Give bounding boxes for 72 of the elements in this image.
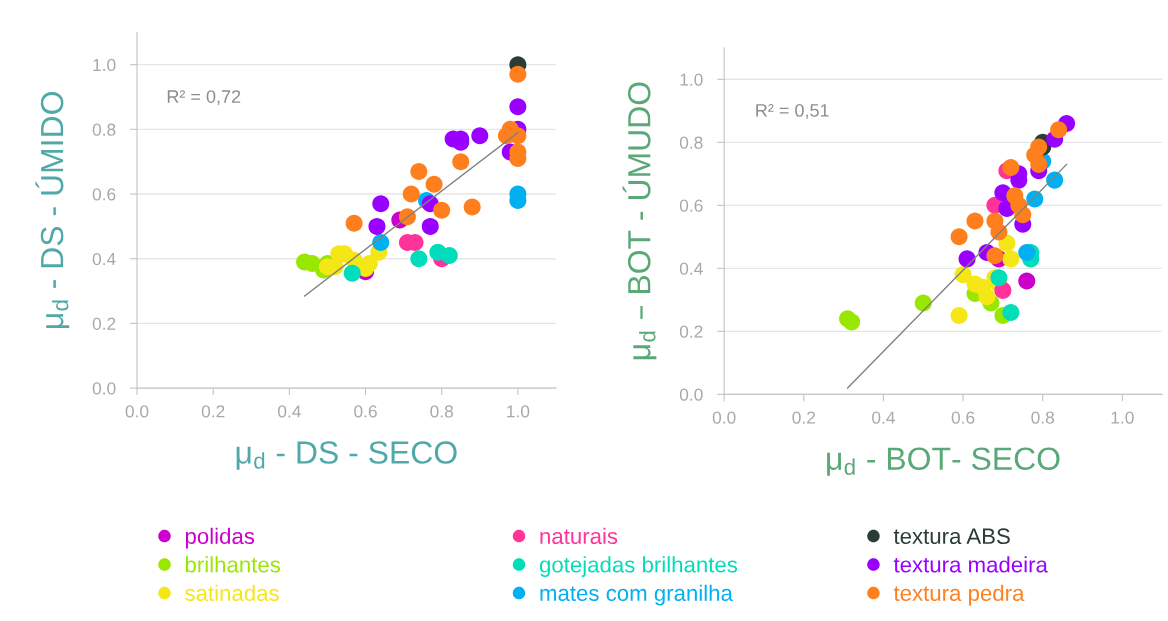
point — [402, 185, 420, 203]
annotation: R² = 0,51 — [756, 103, 829, 119]
x-tick-label: 1.0 — [1111, 411, 1134, 424]
legend-label: satinadas — [185, 584, 279, 602]
legend-label: brilhantes — [185, 556, 281, 573]
point — [425, 175, 443, 193]
point — [421, 217, 439, 235]
y-tick-label: 1.0 — [680, 73, 703, 86]
y-tick-label: 0.8 — [679, 136, 703, 149]
point — [452, 153, 470, 171]
point — [1002, 159, 1020, 177]
point — [440, 246, 458, 264]
y-tick-label: 0.8 — [92, 123, 116, 136]
point — [509, 98, 527, 116]
legend-label: gotejadas brilhantes — [539, 556, 738, 577]
point — [986, 247, 1004, 265]
legend-label: polidas — [185, 527, 255, 549]
x-tick-label: 0.8 — [1031, 411, 1055, 424]
x-tick-label: 1.0 — [507, 405, 530, 418]
point — [1030, 155, 1048, 173]
point — [433, 201, 451, 219]
x-tick-label: 0.6 — [951, 411, 975, 424]
legend-label: textura ABS — [893, 528, 1010, 545]
point — [410, 162, 428, 180]
x-tick-label: 0.2 — [201, 405, 225, 418]
point — [471, 127, 489, 145]
point — [843, 313, 861, 331]
x-tick-label: 0.4 — [277, 405, 301, 418]
point — [509, 65, 527, 83]
annotation: R² = 0,72 — [167, 90, 241, 106]
point — [990, 269, 1008, 287]
legend-label: textura madeira — [893, 556, 1048, 573]
point — [1002, 250, 1020, 268]
point — [345, 214, 363, 232]
point — [950, 228, 968, 246]
point — [1050, 121, 1068, 139]
y-tick-label: 0.0 — [679, 388, 703, 401]
y-tick-label: 0.0 — [92, 382, 116, 395]
y-tick-label: 0.6 — [679, 199, 703, 212]
point — [1018, 244, 1036, 262]
point — [360, 255, 378, 273]
point — [372, 195, 390, 213]
x-tick-label: 0.8 — [430, 405, 454, 418]
point — [950, 307, 968, 325]
x-tick-label: 0.2 — [792, 411, 815, 424]
x-tick-label: 0.0 — [712, 411, 736, 424]
x-tick-label: 0.4 — [872, 411, 895, 424]
y-axis-title: μ$_{d}$ - DS - ÚMIDO — [35, 92, 70, 329]
y-tick-label: 1.0 — [93, 58, 116, 72]
point — [966, 212, 984, 230]
y-axis-title: μ$_{d}$ – BOT - ÚMUDO — [622, 82, 657, 360]
x-tick-label: 0.0 — [125, 405, 149, 418]
y-tick-label: 0.6 — [92, 188, 116, 201]
x-axis-title: μ$_{d}$ - BOT- SECO — [827, 447, 1060, 476]
y-tick-label: 0.4 — [92, 252, 116, 266]
legend-label: textura pedra — [893, 584, 1025, 606]
y-tick-label: 0.2 — [92, 317, 116, 330]
legend-label: naturais — [540, 527, 618, 545]
point — [1018, 272, 1036, 290]
legend-label: mates com granilha — [540, 584, 733, 606]
point — [368, 217, 386, 235]
point — [978, 288, 996, 306]
x-axis-title: μ$_{d}$ - DS - SECO — [236, 441, 457, 470]
y-tick-label: 0.4 — [679, 262, 703, 275]
point — [410, 250, 428, 268]
x-tick-label: 0.6 — [354, 405, 377, 418]
y-tick-label: 0.2 — [679, 325, 703, 338]
point — [343, 264, 361, 282]
point — [463, 198, 481, 216]
point — [958, 250, 976, 268]
point — [1030, 138, 1048, 156]
point — [1002, 303, 1020, 321]
